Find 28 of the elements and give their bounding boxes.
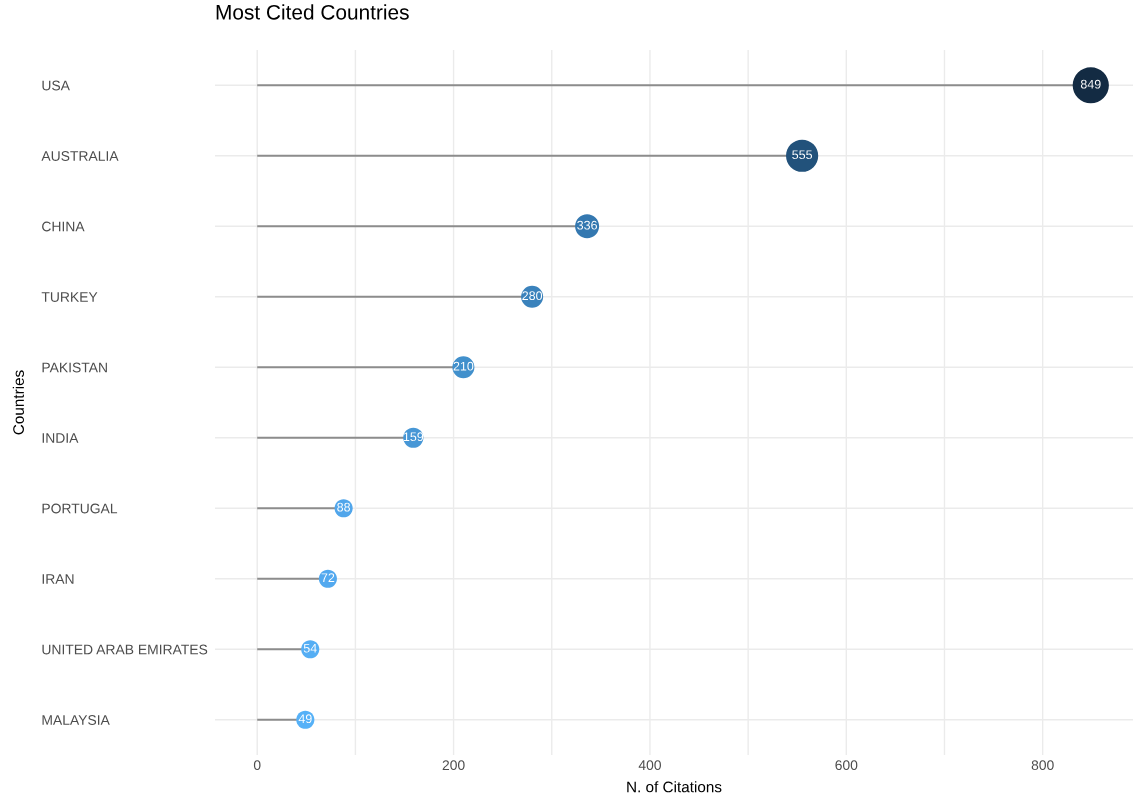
- x-tick-label: 600: [835, 760, 858, 771]
- data-label: 72: [321, 573, 335, 582]
- data-label: 210: [453, 361, 474, 371]
- y-tick-label: PORTUGAL: [42, 503, 118, 514]
- x-tick-label: 200: [442, 760, 465, 771]
- y-tick-label: UNITED ARAB EMIRATES: [42, 644, 208, 655]
- data-label: 54: [303, 643, 317, 653]
- data-label: 49: [298, 714, 312, 724]
- y-tick-label: PAKISTAN: [42, 362, 107, 373]
- data-label: 336: [577, 220, 597, 230]
- y-tick-label: USA: [42, 80, 70, 91]
- chart-title: Most Cited Countries: [216, 4, 409, 20]
- y-tick-label: INDIA: [42, 433, 79, 443]
- y-tick-label: TURKEY: [41, 292, 98, 302]
- data-label: 555: [792, 150, 813, 160]
- data-label: 88: [337, 502, 351, 512]
- data-label: 849: [1080, 79, 1101, 89]
- y-tick-label: MALAYSIA: [42, 715, 110, 725]
- y-tick-label: CHINA: [42, 221, 85, 232]
- y-axis-title: Countries: [12, 370, 24, 435]
- y-tick-label: IRAN: [42, 574, 74, 584]
- x-tick-label: 800: [1031, 760, 1054, 771]
- x-tick-label: 400: [638, 760, 661, 771]
- data-label: 159: [403, 432, 424, 442]
- y-tick-label: AUSTRALIA: [41, 151, 119, 161]
- data-label: 280: [522, 291, 543, 301]
- x-tick-label: 0: [253, 760, 261, 771]
- x-axis-title: N. of Citations: [627, 781, 722, 793]
